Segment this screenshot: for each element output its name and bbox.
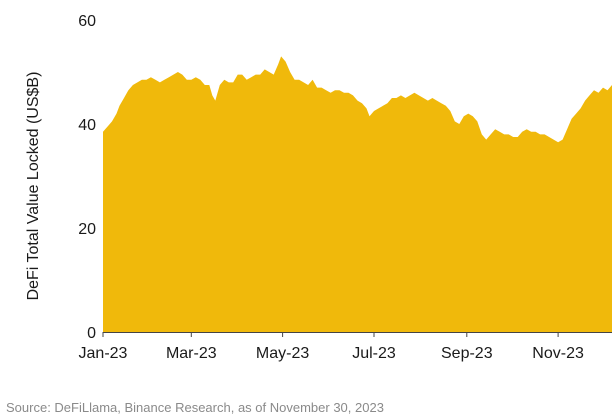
y-tick-label: 40 [78, 117, 96, 134]
x-tick-label: Sep-23 [441, 345, 493, 362]
x-tick-label: Nov-23 [532, 345, 584, 362]
y-axis-title: DeFi Total Value Locked (US$B) [25, 72, 42, 301]
source-note: Source: DeFiLlama, Binance Research, as … [6, 400, 384, 415]
axes: 0 20 40 60 Jan-23 Mar-23 May-23 Jul-23 Sep-23 Nov… [78, 13, 612, 362]
y-tick-label: 0 [87, 325, 96, 342]
tvl-area-series [103, 56, 612, 333]
plot-area [103, 56, 612, 333]
x-tick-label: Jul-23 [352, 345, 396, 362]
x-tick-label: Jan-23 [79, 345, 128, 362]
x-tick-label: May-23 [256, 345, 309, 362]
x-tick-label: Mar-23 [166, 345, 217, 362]
y-tick-label: 20 [78, 221, 96, 238]
y-tick-label: 60 [78, 13, 96, 30]
